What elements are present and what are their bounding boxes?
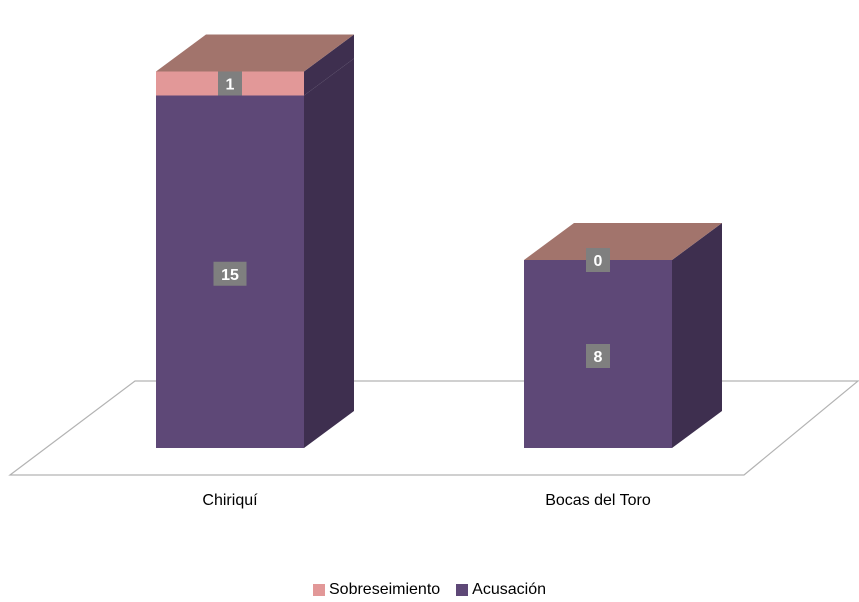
value-label-acusacion-chiriqui-box [213,261,247,286]
legend: Sobreseimiento Acusación [0,578,859,602]
legend-swatch-acusacion [456,584,469,596]
bar-side-sobreseimiento-chiriqui [304,34,354,96]
legend-item-sobreseimiento: Sobreseimiento [313,581,440,599]
bar-top-face-bocas-del-toro [524,223,722,260]
bar-top-face-chiriqui [156,34,354,72]
chart-floor [8,380,859,476]
category-label-chiriqui: Chiriquí [202,492,258,509]
category-labels: Chiriquí Bocas del Toro [202,492,650,509]
value-label-acusacion-chiriqui: 15 [221,267,239,284]
value-label-sobreseimiento-chiriqui-box [218,71,242,96]
value-label-acusacion-bocas-del-toro-box [586,344,610,368]
legend-label-acusacion: Acusación [472,581,546,598]
legend-item-acusacion: Acusación [456,581,546,599]
bar-side-acusacion-bocas-del-toro [672,223,722,448]
bars-group: 15 1 8 0 [156,34,722,448]
bar-side-acusacion-chiriqui [304,58,354,448]
value-label-sobreseimiento-bocas-del-toro-box [586,248,610,272]
value-label-sobreseimiento-bocas-del-toro: 0 [594,253,603,270]
legend-label-sobreseimiento: Sobreseimiento [329,581,441,598]
value-label-sobreseimiento-chiriqui: 1 [226,77,235,94]
legend-swatch-sobreseimiento [313,584,325,596]
category-label-bocas-del-toro: Bocas del Toro [545,492,651,509]
value-label-acusacion-bocas-del-toro: 8 [594,349,603,366]
